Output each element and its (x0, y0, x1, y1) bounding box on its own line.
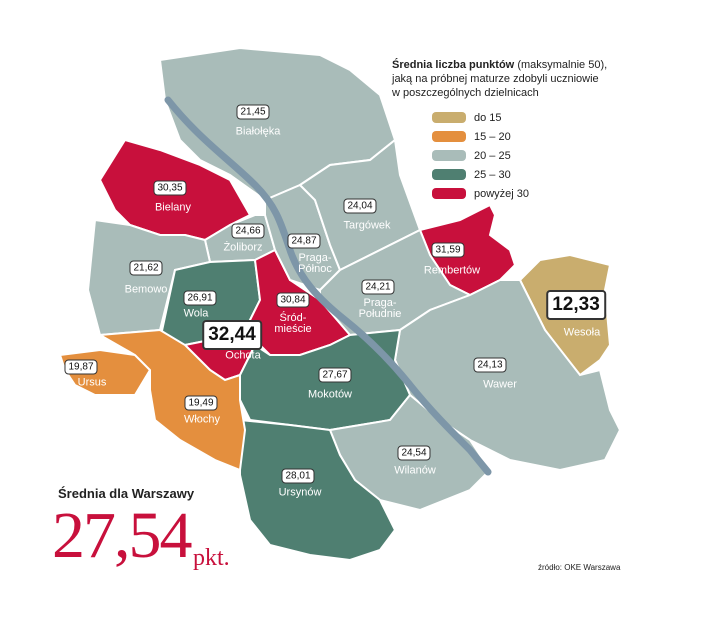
value-label: 24,54 (397, 445, 431, 461)
district (239, 418, 397, 562)
subtitle: (maksymalnie 50), jaką na próbnej maturz… (392, 59, 608, 99)
map-title: Średnia liczba punktów (maksymalnie 50),… (392, 58, 652, 100)
district-name: Ochota (225, 349, 261, 362)
legend-label: 25 – 30 (474, 169, 511, 181)
district-name: Ursus (77, 376, 107, 389)
value-label: 24,04 (343, 198, 377, 214)
legend-swatch (432, 169, 466, 180)
value-label: 27,67 (318, 367, 352, 383)
value-label: 19,87 (64, 359, 98, 375)
legend-label: 20 – 25 (474, 150, 511, 162)
value-label: 21,62 (129, 260, 163, 276)
value-label: 28,01 (281, 468, 315, 484)
district-name: Praga- Północ (298, 252, 332, 275)
district-name: Śród- mieście (274, 312, 312, 335)
value-label: 12,33 (546, 290, 606, 320)
value-label: 24,21 (361, 279, 395, 295)
district-name: Bielany (154, 201, 192, 214)
value-label: 19,49 (184, 395, 218, 411)
value-label: 26,91 (183, 290, 217, 306)
river (164, 96, 492, 476)
value-label: 30,35 (153, 180, 187, 196)
legend-swatch (432, 150, 466, 161)
district-name: Żoliborz (223, 241, 263, 254)
district-name: Białołęka (235, 125, 281, 138)
district-name: Rembertów (423, 264, 481, 277)
legend-swatch (432, 131, 466, 142)
district-name: Mokotów (307, 388, 353, 401)
district-name: Wawer (483, 378, 517, 391)
district-name: Targówek (343, 219, 391, 232)
value-label: 31,59 (431, 242, 465, 258)
summary-label: Średnia dla Warszawy (58, 486, 195, 501)
summary-value: 27,54 (52, 499, 192, 572)
district-name: Wilanów (394, 464, 436, 477)
value-label: 24,13 (473, 357, 507, 373)
district-name: Bemowo (124, 283, 168, 296)
legend-swatch (432, 188, 466, 199)
value-label: 24,87 (287, 233, 321, 249)
value-label: 32,44 (202, 320, 262, 350)
value-label: 21,45 (236, 104, 270, 120)
district-name: Ursynów (278, 486, 322, 499)
legend-label: 15 – 20 (474, 131, 511, 143)
district-name: Praga- Południe (358, 297, 402, 320)
legend-label: powyżej 30 (474, 188, 529, 200)
district-name: Wola (183, 307, 209, 320)
title: Średnia liczba punktów (392, 59, 515, 71)
district-name: Wesoła (563, 326, 601, 339)
value-label: 30,84 (276, 292, 310, 308)
legend-swatch (432, 112, 466, 123)
source: źródło: OKE Warszawa (538, 563, 621, 572)
value-label: 24,66 (231, 223, 265, 239)
district-name: Włochy (183, 413, 221, 426)
summary-unit: pkt. (193, 545, 230, 571)
district (96, 328, 247, 472)
legend-label: do 15 (474, 112, 502, 124)
